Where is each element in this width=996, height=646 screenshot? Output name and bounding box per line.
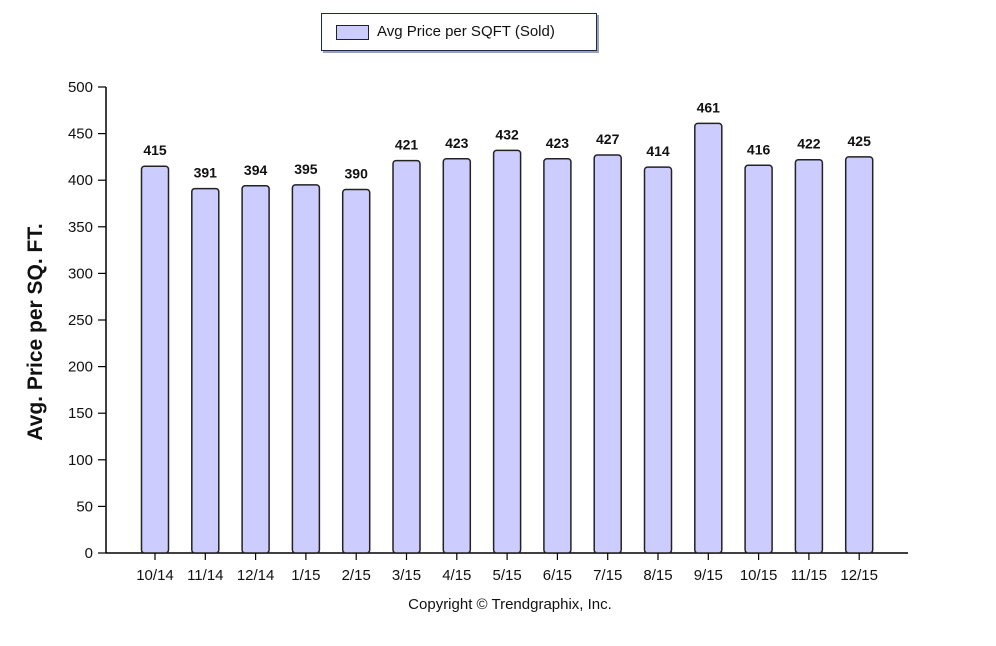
bar [593,154,622,554]
y-tick-label: 250 [68,312,93,329]
x-tick-label: 12/15 [840,567,878,584]
data-label: 427 [596,131,620,147]
y-tick-label: 400 [68,172,93,189]
copyright-text: Copyright © Trendgraphix, Inc. [408,596,612,613]
x-tick-label: 10/15 [740,567,778,584]
y-tick-label: 100 [68,452,93,469]
bar [191,187,220,554]
x-tick-label: 10/14 [136,567,174,584]
x-tick-label: 11/14 [187,567,223,584]
bar [794,158,824,554]
x-tick-label: 5/15 [492,567,521,584]
x-tick-label: 1/15 [291,567,320,584]
x-tick-label: 8/15 [643,567,672,584]
x-tick-label: 3/15 [392,567,421,584]
bar [492,149,522,554]
bar [291,184,321,554]
x-tick-label: 12/14 [237,567,275,584]
legend: Avg Price per SQFT (Sold) [321,13,597,51]
data-label: 395 [294,161,318,177]
x-tick-label: 7/15 [593,567,622,584]
data-label: 414 [646,143,670,159]
x-tick-label: 6/15 [543,567,572,584]
data-label: 390 [345,166,369,182]
bar [140,165,170,554]
bar [241,185,270,554]
x-tick-label: 2/15 [342,567,371,584]
data-label: 422 [797,136,821,152]
y-tick-label: 350 [68,219,93,236]
bar [694,122,723,554]
bar [643,166,673,554]
bar [341,188,371,554]
y-tick-label: 450 [68,126,93,143]
y-tick-label: 0 [85,545,93,562]
data-label: 416 [747,141,771,157]
data-label: 423 [445,135,469,151]
x-tick-label: 4/15 [442,567,471,584]
bar [442,158,472,554]
y-tick-label: 50 [76,498,93,515]
data-label: 423 [546,135,570,151]
y-tick-label: 500 [68,79,93,96]
data-label: 432 [495,126,519,142]
bar [392,159,421,554]
data-label: 425 [848,133,872,149]
x-tick-label: 9/15 [694,567,723,584]
data-label: 394 [244,162,268,178]
data-label: 421 [395,137,419,153]
legend-swatch [336,25,369,40]
y-tick-label: 150 [68,405,93,422]
y-tick-label: 200 [68,359,93,376]
y-tick-label: 300 [68,265,93,282]
bar [543,158,572,554]
data-label: 391 [194,165,218,181]
data-label: 415 [143,142,167,158]
bar [744,164,773,554]
bar [844,156,874,554]
legend-label: Avg Price per SQFT (Sold) [377,23,555,40]
data-label: 461 [697,99,721,115]
x-tick-label: 11/15 [791,567,827,584]
